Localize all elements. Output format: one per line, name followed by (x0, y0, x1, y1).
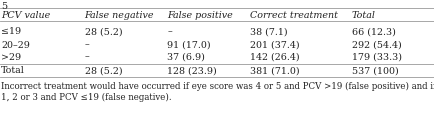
Text: Incorrect treatment would have occurred if eye score was 4 or 5 and PCV >19 (fal: Incorrect treatment would have occurred … (1, 81, 434, 90)
Text: 142 (26.4): 142 (26.4) (250, 52, 299, 61)
Text: 292 (54.4): 292 (54.4) (352, 40, 401, 49)
Text: False positive: False positive (167, 10, 233, 19)
Text: –: – (167, 27, 172, 36)
Text: 28 (5.2): 28 (5.2) (85, 27, 122, 36)
Text: Total: Total (352, 10, 375, 19)
Text: 37 (6.9): 37 (6.9) (167, 52, 205, 61)
Text: 20–29: 20–29 (1, 40, 30, 49)
Text: Correct treatment: Correct treatment (250, 10, 338, 19)
Text: 179 (33.3): 179 (33.3) (352, 52, 401, 61)
Text: 28 (5.2): 28 (5.2) (85, 66, 122, 75)
Text: 537 (100): 537 (100) (352, 66, 398, 75)
Text: 128 (23.9): 128 (23.9) (167, 66, 217, 75)
Text: 38 (7.1): 38 (7.1) (250, 27, 287, 36)
Text: >29: >29 (1, 52, 21, 61)
Text: 5: 5 (1, 2, 7, 11)
Text: 1, 2 or 3 and PCV ≤19 (false negative).: 1, 2 or 3 and PCV ≤19 (false negative). (1, 92, 172, 101)
Text: PCV value: PCV value (1, 10, 50, 19)
Text: ≤19: ≤19 (1, 27, 21, 36)
Text: 66 (12.3): 66 (12.3) (352, 27, 395, 36)
Text: 91 (17.0): 91 (17.0) (167, 40, 211, 49)
Text: 381 (71.0): 381 (71.0) (250, 66, 299, 75)
Text: 201 (37.4): 201 (37.4) (250, 40, 299, 49)
Text: Total: Total (1, 66, 25, 75)
Text: False negative: False negative (85, 10, 154, 19)
Text: –: – (85, 52, 89, 61)
Text: –: – (85, 40, 89, 49)
